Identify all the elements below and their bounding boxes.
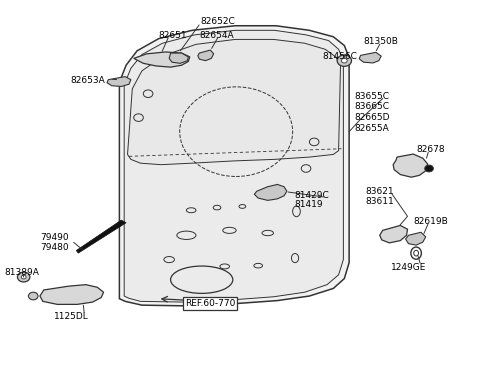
Text: 82654A: 82654A bbox=[199, 31, 234, 40]
Polygon shape bbox=[254, 184, 287, 200]
Circle shape bbox=[21, 275, 26, 279]
Text: 81429C: 81429C bbox=[295, 190, 329, 200]
Text: 79480: 79480 bbox=[40, 243, 69, 252]
Text: 83655C: 83655C bbox=[355, 92, 390, 101]
Polygon shape bbox=[198, 50, 214, 61]
Text: 81350B: 81350B bbox=[363, 37, 398, 46]
Circle shape bbox=[425, 165, 433, 172]
Polygon shape bbox=[393, 154, 428, 177]
Text: 81456C: 81456C bbox=[323, 52, 357, 61]
Circle shape bbox=[337, 55, 351, 66]
Text: 79490: 79490 bbox=[40, 234, 69, 242]
Circle shape bbox=[341, 58, 347, 63]
Text: 82665D: 82665D bbox=[355, 113, 390, 122]
Text: 82619B: 82619B bbox=[413, 217, 448, 226]
Text: 82678: 82678 bbox=[416, 145, 445, 154]
Polygon shape bbox=[406, 232, 426, 245]
Text: 81389A: 81389A bbox=[4, 267, 39, 277]
Polygon shape bbox=[359, 52, 381, 63]
Text: 81419: 81419 bbox=[295, 200, 323, 210]
Polygon shape bbox=[134, 52, 190, 67]
Polygon shape bbox=[124, 30, 343, 302]
Text: REF.60-770: REF.60-770 bbox=[185, 299, 235, 308]
Polygon shape bbox=[40, 285, 104, 304]
Text: 82652C: 82652C bbox=[201, 17, 236, 26]
Polygon shape bbox=[128, 39, 340, 165]
Circle shape bbox=[28, 292, 38, 300]
Text: 82655A: 82655A bbox=[355, 124, 390, 133]
Text: 1249GE: 1249GE bbox=[391, 263, 426, 272]
Polygon shape bbox=[380, 226, 408, 243]
Polygon shape bbox=[169, 53, 188, 63]
Text: 83621: 83621 bbox=[365, 187, 394, 196]
Circle shape bbox=[17, 272, 30, 282]
Text: 1125DL: 1125DL bbox=[54, 312, 89, 321]
Text: 83611: 83611 bbox=[365, 197, 394, 206]
Text: 83665C: 83665C bbox=[355, 102, 390, 112]
Polygon shape bbox=[120, 26, 349, 306]
Polygon shape bbox=[107, 77, 131, 86]
Text: 82651: 82651 bbox=[158, 31, 187, 40]
Text: 82653A: 82653A bbox=[70, 76, 105, 85]
Polygon shape bbox=[76, 220, 126, 253]
